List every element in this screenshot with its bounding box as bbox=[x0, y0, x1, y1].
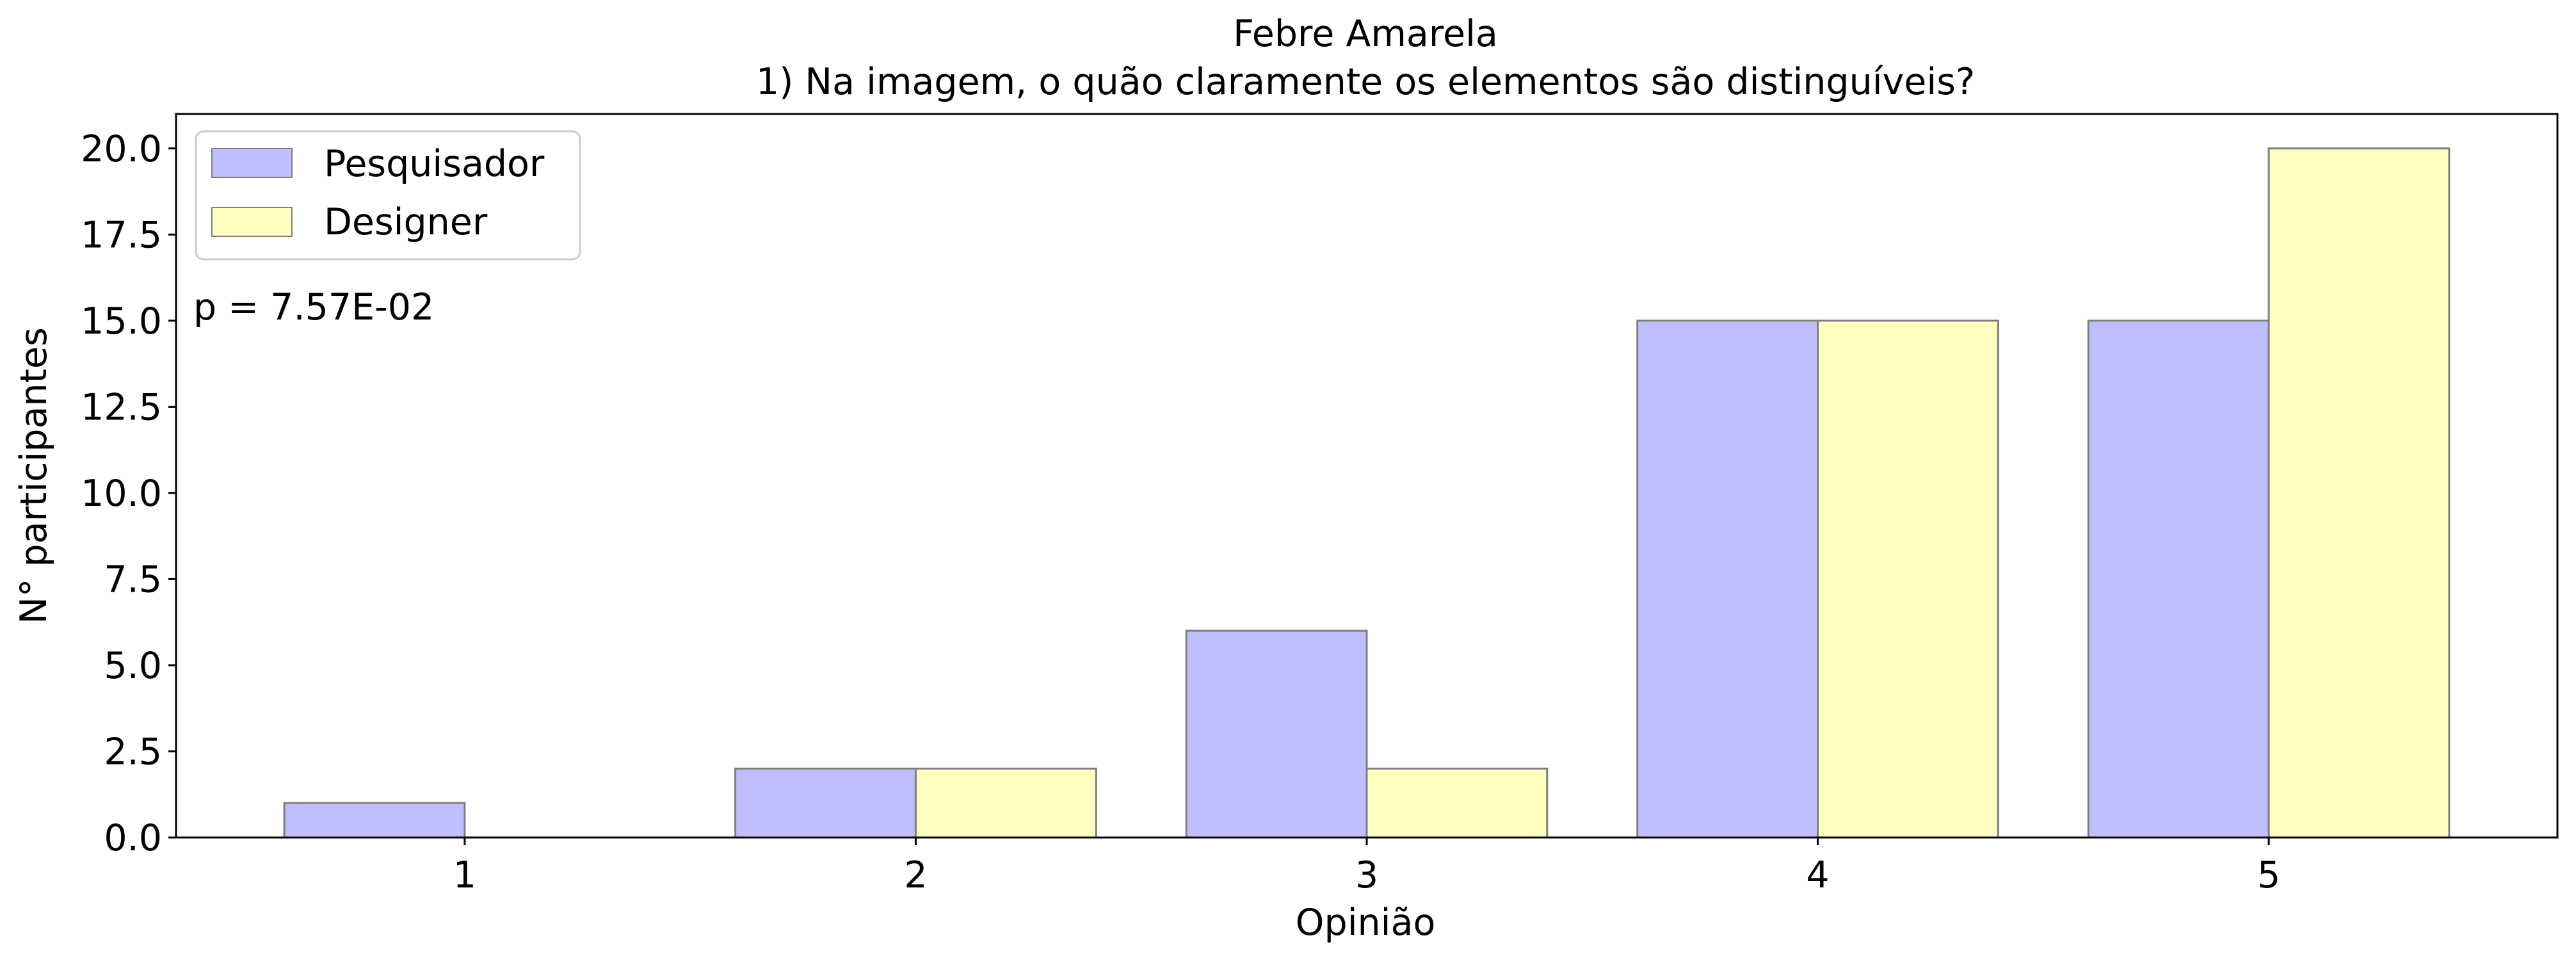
bar-pesquisador-5 bbox=[2087, 320, 2270, 839]
x-tick-label: 3 bbox=[1355, 854, 1378, 896]
y-tick-label: 20.0 bbox=[81, 128, 162, 170]
bar-designer-5 bbox=[2267, 147, 2451, 839]
chart-title: Febre Amarela bbox=[1233, 13, 1498, 55]
y-tick-label: 17.5 bbox=[81, 214, 162, 256]
y-axis-label: N° participantes bbox=[13, 327, 55, 624]
x-tick-label: 2 bbox=[904, 854, 927, 896]
legend-swatch-designer bbox=[211, 207, 293, 237]
y-tick-label: 7.5 bbox=[104, 558, 162, 601]
x-tick-label: 4 bbox=[1806, 854, 1829, 896]
legend-swatch-pesquisador bbox=[211, 148, 293, 178]
y-tick-label: 2.5 bbox=[104, 731, 162, 773]
bar-designer-4 bbox=[1817, 320, 1999, 839]
legend-label-pesquisador: Pesquisador bbox=[324, 143, 545, 185]
y-tick-label: 0.0 bbox=[104, 817, 162, 859]
y-axis: 0.0 2.5 5.0 7.5 10.0 12.5 15.0 17.5 20.0 bbox=[81, 128, 176, 859]
x-axis: 1 2 3 4 5 bbox=[453, 838, 2280, 896]
bars-layer bbox=[283, 147, 2451, 839]
chart-subtitle: 1) Na imagem, o quão claramente os eleme… bbox=[756, 61, 1975, 103]
x-tick-label: 5 bbox=[2257, 854, 2280, 896]
y-tick-label: 15.0 bbox=[81, 300, 162, 343]
bar-pesquisador-4 bbox=[1636, 320, 1819, 839]
bar-pesquisador-1 bbox=[283, 802, 466, 839]
y-tick-label: 5.0 bbox=[104, 645, 162, 687]
p-value-annotation: p = 7.57E-02 bbox=[193, 286, 434, 328]
bar-pesquisador-2 bbox=[734, 767, 917, 839]
bar-designer-3 bbox=[1365, 767, 1549, 839]
legend: Pesquisador Designer bbox=[195, 130, 581, 261]
x-axis-label: Opinião bbox=[1296, 902, 1436, 944]
bar-designer-2 bbox=[914, 767, 1097, 839]
legend-label-designer: Designer bbox=[324, 201, 488, 243]
y-tick-label: 12.5 bbox=[81, 386, 162, 428]
bar-pesquisador-3 bbox=[1185, 629, 1368, 839]
x-tick-label: 1 bbox=[453, 854, 476, 896]
y-tick-label: 10.0 bbox=[81, 473, 162, 515]
